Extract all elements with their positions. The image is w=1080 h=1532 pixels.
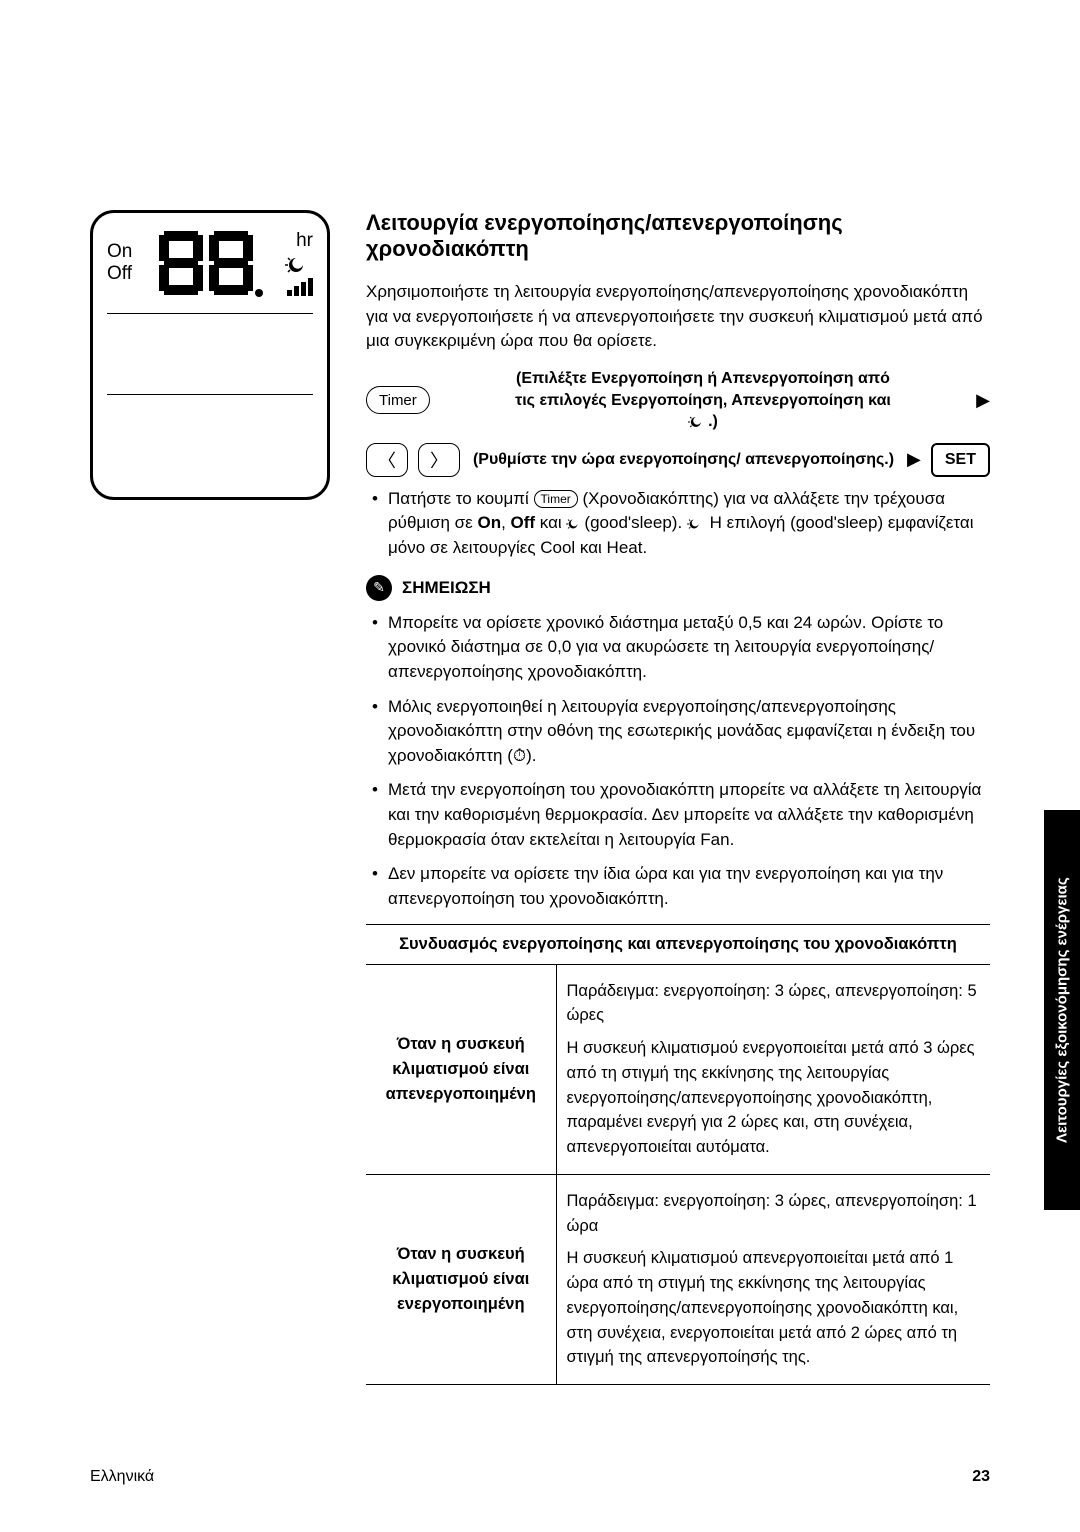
footer-language: Ελληνικά <box>90 1468 154 1486</box>
remote-display: On Off hr <box>90 210 330 500</box>
row-label: Όταν η συσκευή κλιματισμού είναι ενεργοπ… <box>366 1174 556 1384</box>
arrow-right-icon: ▶ <box>976 390 990 411</box>
note-item: Δεν μπορείτε να ορίσετε την ίδια ώρα και… <box>366 862 990 911</box>
sleep-icon <box>688 414 708 430</box>
sleep-icon <box>566 517 584 531</box>
sleep-icon <box>285 254 313 276</box>
hr-label: hr <box>296 230 313 252</box>
intro-paragraph: Χρησιμοποιήστε τη λειτουργία ενεργοποίησ… <box>366 280 990 354</box>
digital-digits <box>159 231 253 295</box>
combination-table: Συνδυασμός ενεργοποίησης και απενεργοποί… <box>366 924 990 1386</box>
note-item: Μετά την ενεργοποίηση του χρονοδιακόπτη … <box>366 778 990 852</box>
timer-button[interactable]: Timer <box>366 386 430 414</box>
table-header: Συνδυασμός ενεργοποίησης και απενεργοποί… <box>366 924 990 964</box>
arrow-right-icon: ▶ <box>907 449 921 470</box>
side-tab: Λειτουργίες εξοικονόμησης ενέργειας <box>1044 810 1080 1210</box>
left-arrow-button[interactable]: 〈 <box>366 443 408 477</box>
off-label: Off <box>107 263 132 285</box>
row-content: Παράδειγμα: ενεργοποίηση: 3 ώρες, απενερ… <box>556 1174 990 1384</box>
table-row: Όταν η συσκευή κλιματισμού είναι ενεργοπ… <box>366 1174 990 1384</box>
page-footer: Ελληνικά 23 <box>90 1468 990 1486</box>
note-icon: ✎ <box>366 575 392 601</box>
table-row: Όταν η συσκευή κλιματισμού είναι απενεργ… <box>366 964 990 1174</box>
signal-icon <box>287 278 313 296</box>
section-title: Λειτουργία ενεργοποίησης/απενεργοποίησης… <box>366 210 990 262</box>
row-content: Παράδειγμα: ενεργοποίηση: 3 ώρες, απενερ… <box>556 964 990 1174</box>
right-arrow-button[interactable]: 〉 <box>418 443 460 477</box>
note-item: Μπορείτε να ορίσετε χρονικό διάστημα μετ… <box>366 611 990 685</box>
sleep-icon <box>687 517 705 531</box>
note-label: ΣΗΜΕΙΩΣΗ <box>402 578 491 598</box>
step-1: Timer (Επιλέξτε Ενεργοποίηση ή Απενεργοπ… <box>366 368 990 433</box>
note-header: ✎ ΣΗΜΕΙΩΣΗ <box>366 575 990 601</box>
page-number: 23 <box>972 1468 990 1486</box>
instruction-bullet: Πατήστε το κουμπί Timer (Χρονοδιακόπτης)… <box>366 487 990 561</box>
row-label: Όταν η συσκευή κλιματισμού είναι απενεργ… <box>366 964 556 1174</box>
step-2: 〈 〉 (Ρυθμίστε την ώρα ενεργοποίησης/ απε… <box>366 443 990 477</box>
note-item: Μόλις ενεργοποιηθεί η λειτουργία ενεργοπ… <box>366 695 990 769</box>
set-button[interactable]: SET <box>931 443 990 477</box>
step2-text: (Ρυθμίστε την ώρα ενεργοποίησης/ απενεργ… <box>470 449 897 471</box>
on-label: On <box>107 241 132 263</box>
step1-text: (Επιλέξτε Ενεργοποίηση ή Απενεργοποίηση … <box>440 368 966 433</box>
onoff-labels: On Off <box>107 241 132 285</box>
timer-pill-inline: Timer <box>534 490 578 508</box>
